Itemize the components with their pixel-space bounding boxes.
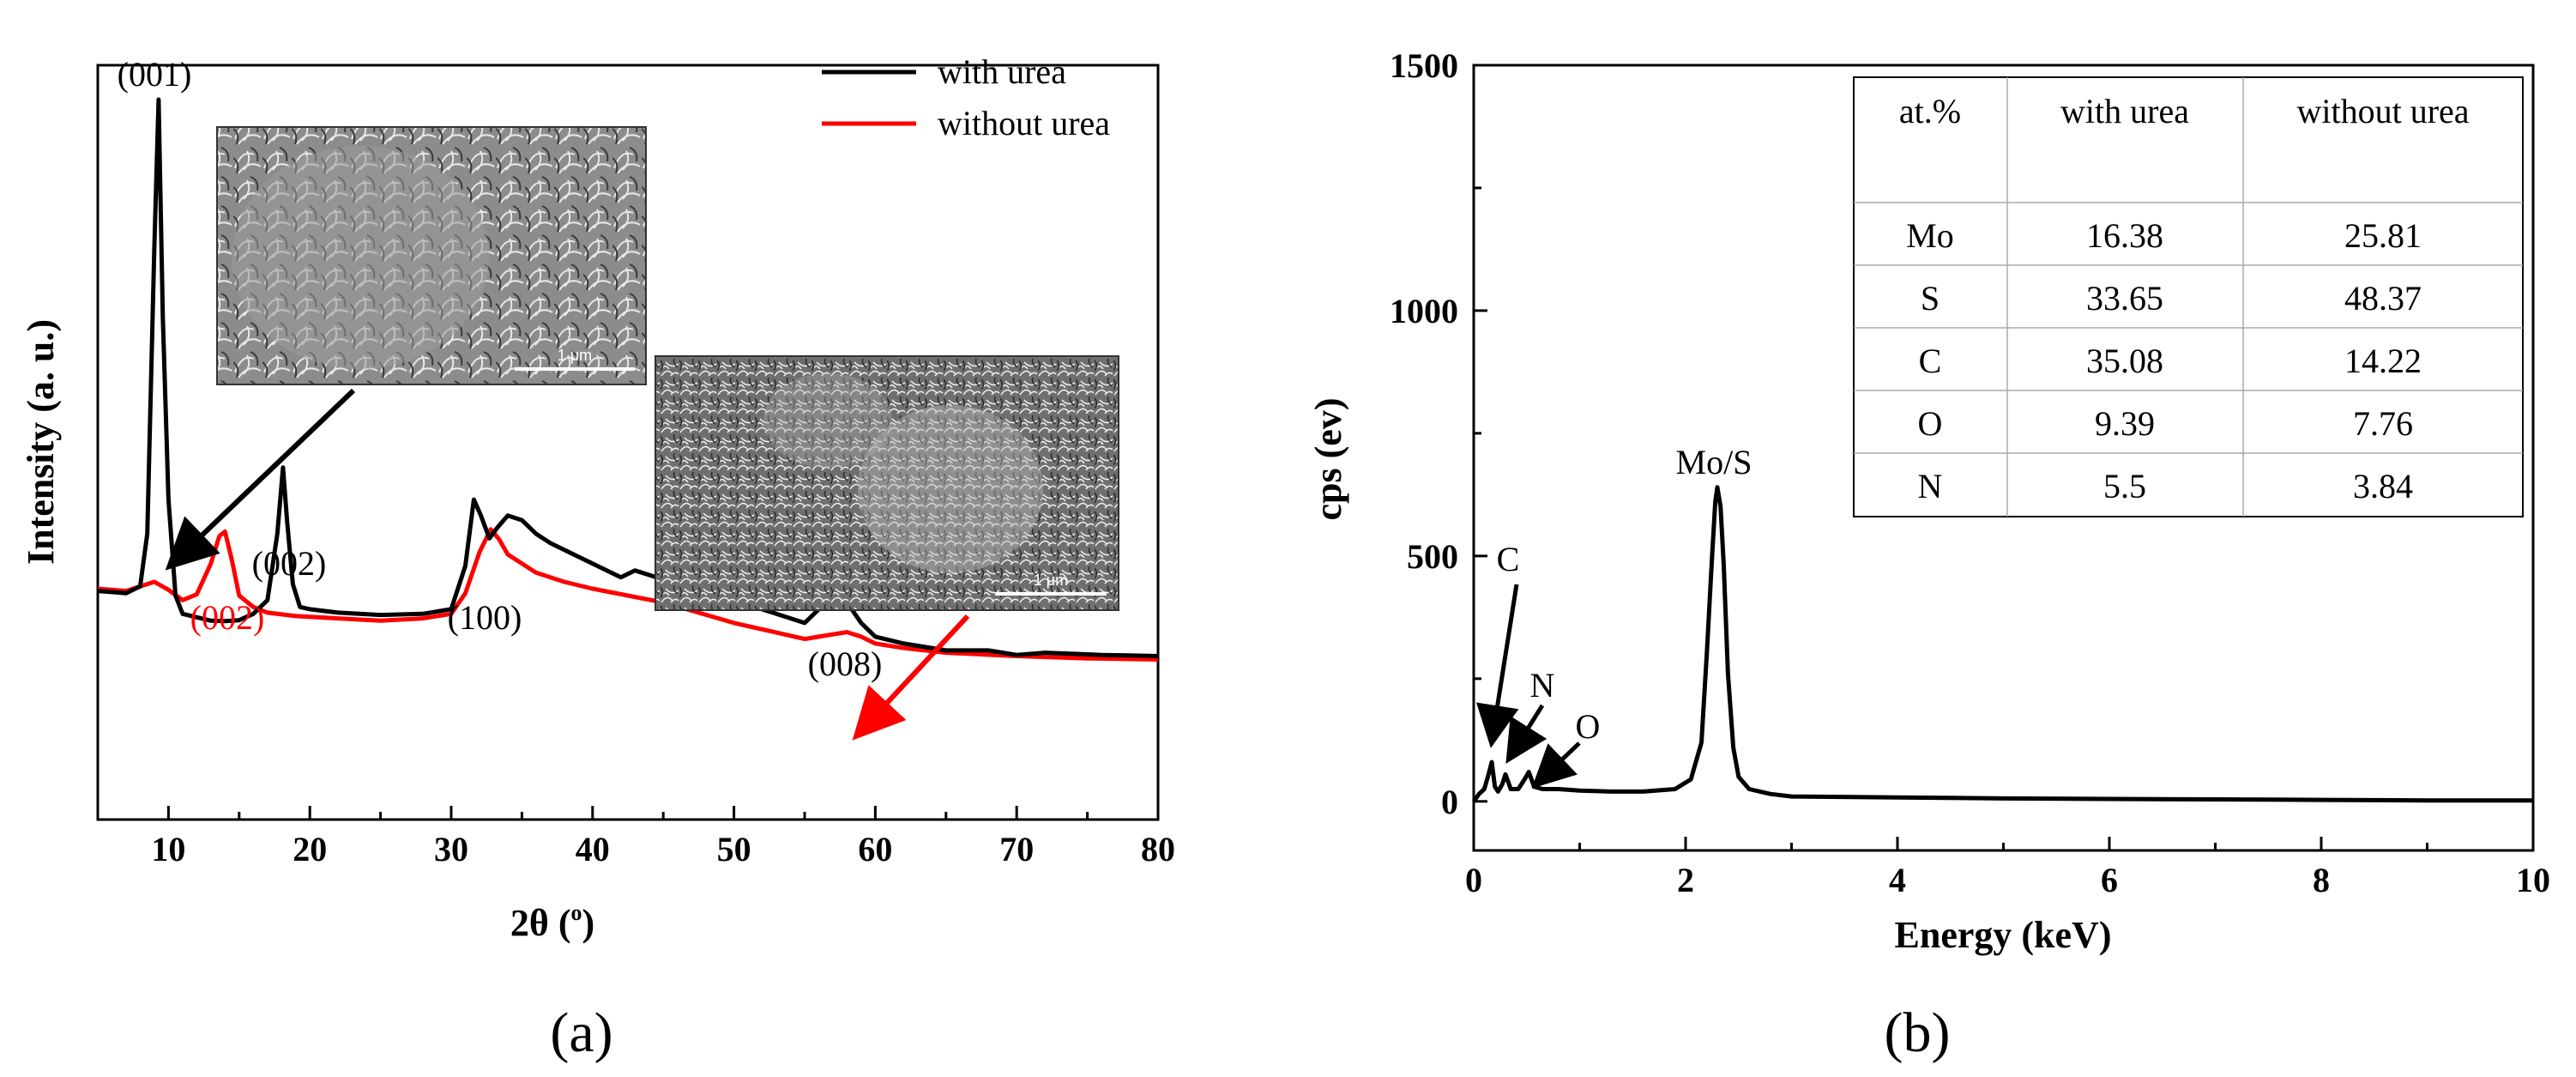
table-header: with urea [2060,92,2189,130]
arrow-C [1475,584,1519,748]
y-ticks-b: 0 500 1000 1500 [1390,46,1487,821]
x-tick-label-b: 10 [2516,861,2550,899]
table-cell: 48.37 [2344,279,2422,318]
x-tick-label-a: 50 [717,830,751,868]
x-tick-label-b: 2 [1677,861,1694,899]
x-tick-label-a: 80 [1141,830,1175,868]
y-axis-title-b: cps (ev) [1307,398,1349,521]
x-tick-label-b: 0 [1465,861,1482,899]
x-axis-title-a: 2θ (o) [510,900,594,944]
peak-label-O: O [1576,707,1601,746]
arrow-001-inset [165,388,356,571]
sem-inset-bottom: 1 μm [655,355,1119,611]
arrow-008-inset [852,614,970,741]
x-tick-label-a: 10 [151,830,185,868]
series-group-b [1471,485,2533,803]
x-tick-label-a: 70 [999,830,1034,868]
peak-label-002-black: (002) [252,544,327,583]
y-tick-label-b: 1000 [1390,292,1458,330]
x-tick-label-b: 6 [2101,861,2118,899]
table-cell: O [1918,404,1943,443]
sem-inset-top: 1 μm [216,126,647,385]
y-tick-label-b: 1500 [1390,46,1458,85]
plot-frame-a [96,64,1160,821]
table-cell: 25.81 [2344,216,2422,255]
table-cell: 16.38 [2086,216,2163,255]
table-cell: N [1918,467,1943,505]
x-tick-label-a: 30 [434,830,468,868]
table-cell: 35.08 [2086,342,2163,380]
table-cell: Mo [1906,216,1954,255]
scale-bar-label-top: 1 μm [558,347,592,364]
y-tick-label-b: 500 [1407,537,1458,576]
table-cell: 9.39 [2095,404,2155,443]
x-tick-label-a: 40 [576,830,610,868]
table-cell: 5.5 [2103,467,2146,505]
x-tick-label-b: 8 [2313,861,2330,899]
peak-label-008: (008) [808,644,883,683]
composition-table: at.% with urea without urea Mo 16.38 25.… [1853,76,2524,517]
table-cell: 33.65 [2086,279,2163,318]
panel-b: 0 2 4 6 8 10 0 500 1000 1500 C N O Mo/S at.% wit… [1307,46,2550,1064]
y-axis-title-a: Intensity (a. u.) [20,319,62,565]
legend-a: with urea without urea [822,52,1110,142]
legend-label-without-urea: without urea [938,104,1110,142]
peak-label-C: C [1497,540,1520,578]
panel-letter-a: (a) [550,1001,612,1064]
series-line-with-urea [97,97,1159,658]
legend-label-with-urea: with urea [938,52,1066,91]
peak-label-100: (100) [448,598,522,637]
table-cell: 3.84 [2353,467,2413,505]
x-tick-label-a: 60 [858,830,892,868]
table-cell: C [1919,342,1942,380]
y-tick-label-b: 0 [1441,783,1458,821]
x-tick-label-a: 20 [293,830,327,868]
peak-label-002-red: (002) [190,598,265,637]
peak-label-001: (001) [118,55,192,94]
peak-label-N: N [1530,666,1555,705]
table-cell: 14.22 [2344,342,2422,380]
scale-bar-label-bottom: 1 μm [1034,572,1068,589]
x-axis-title-b: Energy (keV) [1895,914,2112,956]
arrow-O [1531,741,1581,789]
peak-label-MoS: Mo/S [1676,443,1753,481]
panel-a: 10 20 30 40 50 60 70 80 1 μm 1 μm (001) (002) (… [20,52,1175,1064]
table-header: at.% [1899,92,1961,130]
series-line-eds [1471,485,2533,803]
arrow-N [1505,704,1547,764]
x-ticks-a: 10 20 30 40 50 60 70 80 [96,806,1175,868]
panel-letter-b: (b) [1885,1001,1951,1064]
x-tick-label-b: 4 [1889,861,1906,899]
x-ticks-b: 0 2 4 6 8 10 [1465,837,2550,899]
table-cell: 7.76 [2353,404,2413,443]
table-cell: S [1921,279,1940,318]
table-header: without urea [2296,92,2469,130]
